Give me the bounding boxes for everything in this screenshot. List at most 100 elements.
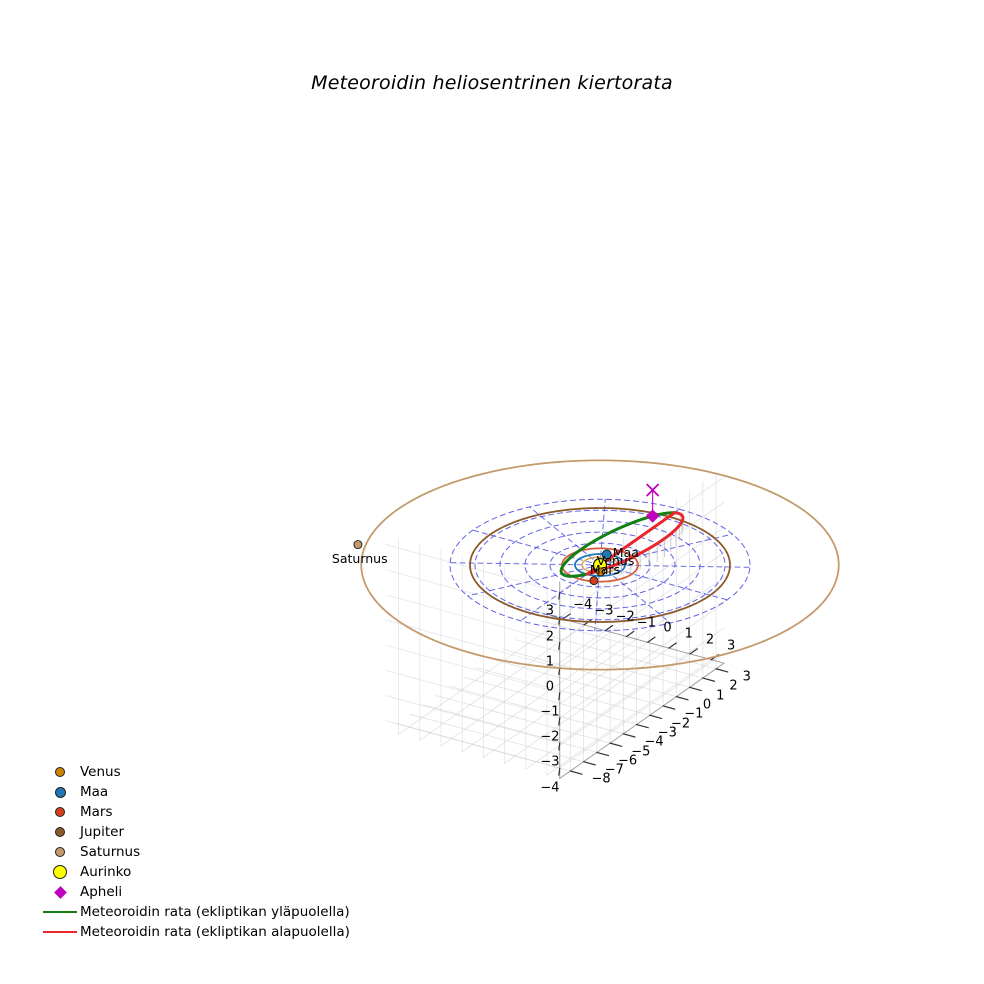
floor-gridline-x — [475, 667, 651, 716]
z-tick — [558, 692, 561, 701]
legend-circle-marker — [55, 807, 65, 817]
x-tick-label: −5 — [631, 744, 651, 760]
meteoroid-orbit-above-ecliptic — [585, 511, 685, 576]
legend-marker-key — [40, 847, 80, 857]
z-tick-label: 0 — [545, 679, 555, 695]
x-tick — [675, 696, 689, 701]
legend-item[interactable]: Maa — [40, 782, 370, 802]
legend-line-swatch — [43, 911, 77, 913]
floor-gridline-x — [396, 722, 571, 772]
y-tick — [625, 630, 635, 638]
floor-gridline-x — [488, 657, 664, 707]
x-tick-label: −6 — [617, 753, 638, 769]
polar-grid-spoke — [449, 562, 601, 566]
z-tick — [558, 767, 561, 776]
backwall-gridline-z — [385, 720, 561, 769]
x-tick — [649, 714, 663, 720]
legend-item[interactable]: Venus — [40, 762, 370, 782]
legend-marker-key — [40, 827, 80, 837]
venus-label: Venus — [596, 552, 635, 568]
y-tick-label: −2 — [615, 609, 635, 625]
z-tick-label: −3 — [540, 754, 560, 770]
x-tick-label: 0 — [702, 697, 712, 713]
legend-item-label: Mars — [80, 804, 113, 820]
x-tick-label: −7 — [604, 762, 624, 778]
x-tick — [702, 677, 716, 682]
legend-line-key — [40, 931, 80, 933]
y-tick-label: −4 — [573, 597, 593, 613]
x-tick — [715, 668, 729, 673]
legend-item[interactable]: Meteoroidin rata (ekliptikan yläpuolella… — [40, 902, 370, 922]
z-tick-label: 2 — [545, 629, 555, 645]
floor-gridline-y — [461, 636, 627, 753]
legend-item[interactable]: Jupiter — [40, 822, 370, 842]
wall-gridline-z — [559, 602, 725, 719]
wall-gridline-z — [559, 577, 725, 694]
legend-circle-marker — [53, 865, 67, 879]
x-tick-label: −2 — [670, 716, 691, 732]
saturnus-marker — [353, 540, 363, 550]
z-tick — [558, 717, 561, 726]
backwall-gridline-z — [385, 544, 561, 593]
apheli-diamond-marker — [645, 509, 660, 523]
polar-grid-spoke — [467, 564, 601, 597]
legend-line-key — [40, 911, 80, 913]
legend-marker-key — [40, 865, 80, 879]
saturnus-label: Saturnus — [331, 550, 388, 566]
wall-gridline-z — [559, 552, 725, 669]
x-axis-spine — [559, 662, 725, 779]
y-tick-label: −3 — [594, 603, 614, 619]
x-tick — [688, 686, 702, 692]
polar-grid-spoke — [599, 564, 751, 568]
legend-item[interactable]: Meteoroidin rata (ekliptikan alapuolella… — [40, 922, 370, 942]
y-tick — [604, 624, 614, 632]
z-tick — [558, 641, 561, 650]
polar-grid-spoke — [529, 506, 601, 566]
maa-label: Maa — [612, 545, 639, 561]
z-tick-label: −1 — [540, 704, 560, 720]
backwall-gridline-z — [385, 594, 561, 643]
legend-diamond-marker — [53, 885, 67, 899]
legend-item-label: Meteoroidin rata (ekliptikan yläpuolella… — [80, 904, 350, 920]
legend-marker-key — [40, 786, 80, 798]
floor-gridline-y — [419, 624, 585, 741]
legend-marker-key — [40, 885, 80, 899]
legend-item[interactable]: Saturnus — [40, 842, 370, 862]
legend-item-label: Aurinko — [80, 864, 132, 880]
floor-gridline-x — [409, 713, 584, 763]
y-tick-label: 2 — [705, 632, 715, 648]
legend-item[interactable]: Apheli — [40, 882, 370, 902]
backwall-gridline-z — [385, 619, 561, 669]
legend-item-label: Apheli — [80, 884, 123, 900]
x-tick — [596, 751, 610, 757]
legend-circle-marker — [54, 786, 66, 798]
y-tick — [647, 636, 656, 643]
legend-item[interactable]: Mars — [40, 802, 370, 822]
x-tick — [569, 770, 583, 775]
x-tick-label: 1 — [716, 688, 725, 704]
legend-item-label: Maa — [80, 784, 109, 800]
legend-item[interactable]: Aurinko — [40, 862, 370, 882]
polar-grid-spoke — [599, 564, 671, 624]
floor-gridline-y — [546, 659, 712, 776]
x-tick-label: −3 — [657, 725, 677, 741]
legend-item-label: Jupiter — [80, 824, 125, 840]
x-tick-label: −4 — [644, 734, 664, 750]
backwall-gridline-z — [385, 670, 561, 719]
legend-circle-marker — [55, 847, 65, 857]
floor-gridline-x — [502, 648, 677, 698]
legend-item-label: Saturnus — [80, 844, 141, 860]
page-title: Meteoroidin heliosentrinen kiertorata — [311, 72, 673, 94]
polar-grid-spoke — [472, 529, 601, 566]
floor-gridline-x — [422, 704, 598, 753]
y-axis-spine — [549, 615, 725, 664]
x-tick — [622, 733, 636, 738]
x-tick — [635, 723, 649, 729]
y-tick-label: 3 — [727, 638, 736, 654]
floor-gridline-x — [462, 676, 637, 725]
apheli-x-icon — [646, 483, 660, 497]
x-tick — [582, 761, 596, 766]
backwall-gridline-z — [385, 644, 561, 694]
polar-grid-spoke — [520, 564, 601, 622]
